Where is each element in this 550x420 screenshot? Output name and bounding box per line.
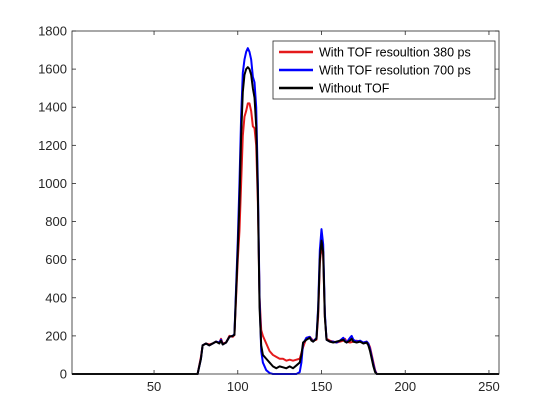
legend: With TOF resoultion 380 ps With TOF resol… [272,40,496,100]
x-tick-label: 200 [394,379,416,394]
y-tick-label: 400 [45,290,67,305]
y-tick-label: 1400 [38,100,67,115]
series-line-3 [72,66,499,375]
legend-label-1: With TOF resoultion 380 ps [319,46,471,60]
y-tick-label: 200 [45,328,67,343]
y-tick-label: 1000 [38,176,67,191]
legend-label-2: With TOF resolution 700 ps [319,64,471,78]
x-tick-label: 150 [311,379,333,394]
axes-layer [71,30,500,375]
axes-box [71,30,500,375]
y-tick-label: 1600 [38,62,67,77]
y-tick-label: 0 [60,367,67,382]
x-tick-label: 50 [147,379,161,394]
x-tick-label: 100 [227,379,249,394]
y-tick-label: 1200 [38,138,67,153]
y-tick-label: 800 [45,214,67,229]
y-tick-label: 600 [45,252,67,267]
ticks-layer: 50 100 150 200 250 0 200 400 600 800 1000 1200 1400 1… [38,24,500,395]
y-tick-label: 1800 [38,24,67,39]
x-tick-label: 250 [478,379,500,394]
series-layer [72,47,499,375]
legend-label-3: Without TOF [319,82,390,96]
